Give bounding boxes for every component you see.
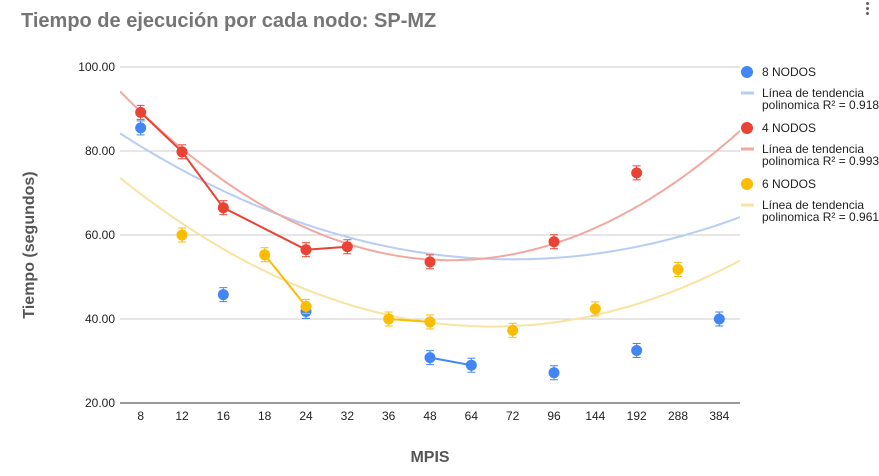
y-tick-label: 100.00 xyxy=(78,60,115,74)
legend-trend-label: Línea de tendencia xyxy=(762,86,864,100)
data-point[interactable] xyxy=(589,301,601,317)
data-point[interactable] xyxy=(135,120,147,136)
x-tick-label: 288 xyxy=(668,409,688,423)
x-tick-label: 64 xyxy=(465,409,479,423)
x-tick-label: 384 xyxy=(709,409,729,423)
data-point[interactable] xyxy=(300,242,312,258)
legend-trend-label: polinomica R² = 0.918 xyxy=(762,98,879,112)
y-axis-title: Tiempo (segundos) xyxy=(21,171,38,318)
data-point[interactable] xyxy=(548,234,560,250)
data-point[interactable] xyxy=(713,311,725,327)
series-lines xyxy=(140,111,472,367)
x-tick-label: 24 xyxy=(299,409,313,423)
legend-item-1[interactable]: 8 NODOS xyxy=(741,65,816,79)
legend-trend-label: polinomica R² = 0.993 xyxy=(762,154,879,168)
more-vert-icon[interactable] xyxy=(858,0,876,18)
x-tick-label: 8 xyxy=(137,409,144,423)
legend-trend-label: Línea de tendencia xyxy=(762,198,864,212)
x-tick-label: 96 xyxy=(547,409,561,423)
data-point[interactable] xyxy=(259,247,271,263)
data-point[interactable] xyxy=(176,227,188,243)
chart-title: Tiempo de ejecución por cada nodo: SP-MZ xyxy=(21,10,437,32)
data-point[interactable] xyxy=(341,239,353,255)
x-tick-label: 18 xyxy=(258,409,272,423)
data-point[interactable] xyxy=(424,314,436,330)
legend-item-2[interactable]: 4 NODOS xyxy=(741,121,816,135)
data-point[interactable] xyxy=(465,357,477,373)
series-line-3 xyxy=(388,318,431,323)
trendline-1 xyxy=(120,132,740,261)
data-point[interactable] xyxy=(507,322,519,338)
data-point[interactable] xyxy=(217,287,229,303)
legend-trend-label: polinomica R² = 0.961 xyxy=(762,210,879,224)
series-line-3 xyxy=(263,254,307,308)
data-point[interactable] xyxy=(217,200,229,216)
data-point[interactable] xyxy=(424,350,436,366)
x-tick-label: 72 xyxy=(506,409,520,423)
data-point[interactable] xyxy=(424,254,436,270)
legend-item-3[interactable]: 6 NODOS xyxy=(741,177,816,191)
series-line-2 xyxy=(140,111,348,251)
y-tick-label: 60.00 xyxy=(85,228,115,242)
trend-lines xyxy=(120,90,740,328)
legend-trend-label: Línea de tendencia xyxy=(762,142,864,156)
y-tick-label: 20.00 xyxy=(85,396,115,410)
legend-label: 4 NODOS xyxy=(762,121,816,135)
data-point[interactable] xyxy=(672,261,684,277)
data-point[interactable] xyxy=(135,104,147,120)
x-axis-title: MPIS xyxy=(410,449,449,466)
data-point[interactable] xyxy=(548,365,560,381)
x-tick-label: 144 xyxy=(585,409,605,423)
tick-labels: 20.00 40.00 60.00 80.00 100.00 8 12 16 18 24 32 36 4… xyxy=(78,60,729,423)
data-point[interactable] xyxy=(300,298,312,314)
x-tick-label: 16 xyxy=(217,409,231,423)
data-point[interactable] xyxy=(383,311,395,327)
x-tick-label: 48 xyxy=(423,409,437,423)
x-tick-label: 192 xyxy=(627,409,647,423)
x-tick-label: 36 xyxy=(382,409,396,423)
data-point[interactable] xyxy=(631,165,643,181)
data-points xyxy=(135,104,725,381)
x-tick-label: 12 xyxy=(175,409,189,423)
legend-label: 6 NODOS xyxy=(762,177,816,191)
y-tick-label: 40.00 xyxy=(85,312,115,326)
data-point[interactable] xyxy=(631,343,643,358)
data-point[interactable] xyxy=(176,144,188,160)
y-tick-label: 80.00 xyxy=(85,144,115,158)
x-tick-label: 32 xyxy=(341,409,355,423)
series-line-1 xyxy=(429,356,472,367)
legend-label: 8 NODOS xyxy=(762,65,816,79)
